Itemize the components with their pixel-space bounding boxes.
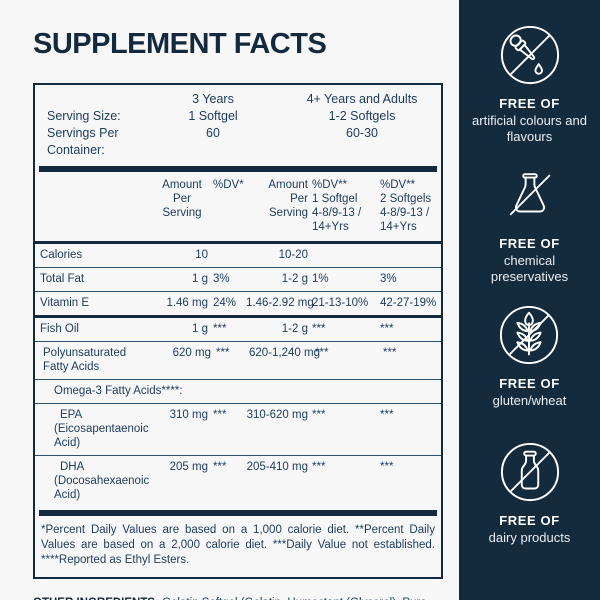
cell-dv-1 [208, 248, 246, 262]
header-dv-1: %DV* [213, 179, 244, 191]
cell-amount-1: 620 mg [172, 347, 211, 359]
nutrient-name: Fish Oil [40, 323, 79, 335]
nutrient-name: Calories [40, 249, 83, 261]
servings-per-container-label: Servings Per Container: [47, 126, 119, 157]
header-spacer [40, 178, 156, 234]
free-of-subtitle: chemical preservatives [490, 253, 569, 284]
page-title: SUPPLEMENT FACTS [33, 28, 327, 60]
cell-dv-2: *** [312, 461, 326, 473]
header-dv-2: %DV** 1 Softgel 4-8/9-13 / 14+Yrs [312, 179, 362, 233]
cell-dv-3: *** [380, 323, 394, 335]
serving-size-label: Serving Size: [47, 109, 121, 123]
header-amount-2: Amount Per Serving [268, 179, 308, 219]
cell-dv-1: *** [213, 461, 227, 473]
cell-amount-1: 1 g [192, 273, 208, 285]
free-of-item-artificial-colours: FREE OF artificial colours and flavours [469, 24, 591, 145]
label-content: SUPPLEMENT FACTS 3 Years 4+ Years and Ad… [33, 28, 445, 600]
header-dv-3: %DV** 2 Softgels 4-8/9-13 / 14+Yrs [380, 179, 432, 233]
row-omega-3-heading: Omega-3 Fatty Acids****: [35, 380, 441, 404]
serving-size-2: 1-2 Softgels [328, 109, 396, 123]
nutrient-name: Total Fat [40, 273, 85, 285]
other-ingredients-text: Gelatin Softgel (Gelatin, Humectant (Gly… [33, 597, 427, 600]
row-dha: DHA (Docosahexaenoic Acid) 205 mg *** 20… [35, 456, 441, 507]
free-of-subtitle: dairy products [488, 530, 571, 545]
cell-dv-3: *** [380, 409, 394, 421]
cell-dv-1: *** [216, 347, 230, 359]
cell-dv-1: *** [213, 409, 227, 421]
cell-amount-1: 10 [195, 249, 208, 261]
free-of-title: FREE OF [499, 513, 560, 528]
free-of-title: FREE OF [499, 96, 560, 111]
row-calories: Calories 10 10-20 [35, 244, 441, 268]
column-headers: Amount Per Serving %DV* Amount Per Servi… [35, 172, 441, 244]
cell-dv-3 [376, 248, 436, 262]
servings-count-1: 60 [206, 126, 220, 140]
free-of-subtitle: artificial colours and flavours [472, 113, 587, 144]
other-ingredients-label: OTHER INGREDIENTS: [33, 597, 159, 600]
no-dropper-icon [500, 25, 559, 85]
cell-dv-3: 3% [380, 273, 397, 285]
footnote: *Percent Daily Values are based on a 1,0… [41, 524, 435, 566]
cell-dv-3: *** [380, 461, 394, 473]
thick-divider-bottom [39, 510, 437, 516]
other-ingredients: OTHER INGREDIENTS: Gelatin Softgel (Gela… [33, 596, 445, 600]
cell-amount-2: 620-1,240 mg [249, 347, 320, 359]
cell-amount-2: 205-410 mg [246, 461, 308, 473]
serving-size-1: 1 Softgel [188, 109, 238, 123]
cell-amount-2: 1-2 g [281, 273, 308, 285]
cell-dv-1: 24% [213, 297, 237, 309]
nutrient-name: DHA (Docosahexaenoic Acid) [54, 461, 150, 501]
cell-dv-3: *** [383, 347, 397, 359]
cell-amount-2: 310-620 mg [246, 409, 308, 421]
cell-dv-1: 3% [213, 273, 230, 285]
nutrient-name: EPA (Eicosapentaenoic Acid) [54, 409, 149, 449]
thick-divider-top [39, 166, 437, 172]
free-of-item-dairy-products: FREE OF dairy products [488, 441, 571, 546]
cell-dv-2 [308, 248, 376, 262]
free-of-subtitle: gluten/wheat [492, 393, 567, 408]
cell-amount-1: 310 mg [169, 409, 208, 421]
nutrient-name: Polyunsaturated Fatty Acids [43, 347, 127, 373]
age-group-2: 4+ Years and Adults [306, 92, 418, 106]
cell-dv-2: *** [312, 409, 326, 421]
header-amount-1: Amount Per Serving [162, 179, 202, 219]
age-group-1: 3 Years [192, 92, 234, 106]
free-of-item-gluten-wheat: FREE OF gluten/wheat [492, 304, 567, 409]
row-epa: EPA (Eicosapentaenoic Acid) 310 mg *** 3… [35, 404, 441, 456]
row-polyunsaturated-fatty-acids: Polyunsaturated Fatty Acids 620 mg *** 6… [35, 342, 441, 380]
serving-info: 3 Years 4+ Years and Adults Serving Size… [35, 85, 441, 163]
free-of-item-chemical-preservatives: FREE OF chemical preservatives [469, 164, 591, 285]
free-of-title: FREE OF [499, 376, 560, 391]
row-total-fat: Total Fat 1 g 3% 1-2 g 1% 3% [35, 268, 441, 292]
nutrient-name: Vitamin E [40, 297, 90, 309]
cell-dv-3: 42-27-19% [380, 297, 437, 309]
free-of-title: FREE OF [499, 236, 560, 251]
row-vitamin-e: Vitamin E 1.46 mg 24% 1.46-2.92 mg 21-13… [35, 292, 441, 318]
no-wheat-icon [500, 305, 559, 365]
cell-dv-1: *** [213, 323, 227, 335]
supplement-facts-table: 3 Years 4+ Years and Adults Serving Size… [33, 83, 443, 579]
free-of-sidebar: FREE OF artificial colours and flavours … [459, 0, 600, 600]
no-milk-bottle-icon [500, 442, 559, 502]
cell-amount-2: 1.46-2.92 mg [246, 297, 314, 309]
cell-amount-1: 205 mg [169, 461, 208, 473]
cell-amount-2: 10-20 [278, 249, 308, 261]
cell-dv-2: 21-13-10% [312, 297, 369, 309]
cell-amount-1: 1.46 mg [166, 297, 208, 309]
cell-amount-2: 1-2 g [281, 323, 308, 335]
cell-amount-1: 1 g [192, 323, 208, 335]
no-flask-icon [509, 173, 550, 216]
row-fish-oil: Fish Oil 1 g *** 1-2 g *** *** [35, 318, 441, 342]
nutrient-name: Omega-3 Fatty Acids****: [54, 385, 183, 397]
cell-dv-2: 1% [312, 273, 329, 285]
cell-dv-2: *** [315, 347, 329, 359]
servings-count-2: 60-30 [346, 126, 378, 140]
cell-dv-2: *** [312, 323, 326, 335]
serving-spacer [39, 91, 161, 108]
